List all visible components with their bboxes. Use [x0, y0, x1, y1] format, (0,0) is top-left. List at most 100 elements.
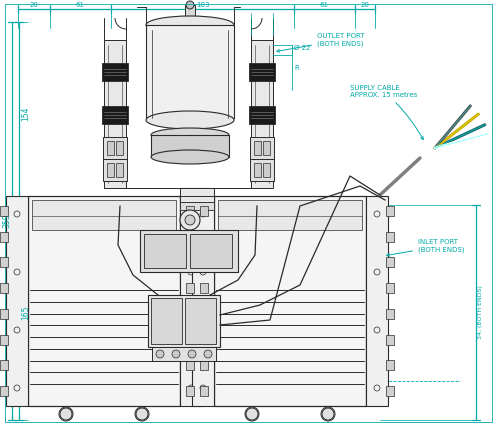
Bar	[200, 386, 208, 396]
Bar	[200, 360, 208, 370]
Bar	[140, 230, 238, 272]
Bar	[254, 141, 261, 155]
Bar	[386, 335, 394, 345]
Bar	[0, 283, 8, 293]
Bar	[185, 5, 195, 17]
Bar	[386, 257, 394, 268]
Circle shape	[322, 408, 334, 420]
Bar	[144, 234, 186, 268]
Bar	[186, 309, 194, 319]
Circle shape	[135, 407, 149, 421]
Bar	[0, 335, 8, 345]
Bar	[151, 298, 182, 344]
Text: OUTLET PORT
(BOTH ENDS): OUTLET PORT (BOTH ENDS)	[277, 33, 364, 52]
Ellipse shape	[146, 16, 234, 34]
Circle shape	[156, 350, 164, 358]
Bar	[200, 257, 208, 268]
Bar	[386, 386, 394, 396]
Circle shape	[245, 407, 259, 421]
Bar	[249, 106, 275, 124]
Circle shape	[172, 350, 180, 358]
Bar	[218, 200, 362, 230]
Bar	[200, 309, 208, 319]
Text: 154: 154	[21, 106, 30, 121]
Bar	[152, 347, 216, 361]
Bar	[263, 141, 270, 155]
Text: 34, (BOTH ENDS): 34, (BOTH ENDS)	[478, 285, 483, 339]
Text: SUPPLY CABLE
APPROX. 15 metres: SUPPLY CABLE APPROX. 15 metres	[350, 85, 423, 140]
Bar	[366, 196, 388, 406]
Bar	[104, 40, 126, 188]
Text: R: R	[294, 65, 299, 71]
Bar	[386, 206, 394, 216]
Text: INLET PORT
(BOTH ENDS): INLET PORT (BOTH ENDS)	[387, 239, 464, 256]
Circle shape	[185, 215, 195, 225]
Bar	[0, 309, 8, 319]
Bar	[386, 309, 394, 319]
Bar	[116, 141, 123, 155]
Bar	[0, 386, 8, 396]
Bar	[386, 232, 394, 242]
Bar	[200, 232, 208, 242]
Bar	[200, 283, 208, 293]
Bar	[186, 335, 194, 345]
Bar	[103, 137, 127, 159]
Circle shape	[180, 210, 200, 230]
Bar	[0, 257, 8, 268]
Text: 183: 183	[196, 2, 209, 8]
Bar	[254, 163, 261, 177]
Circle shape	[59, 407, 73, 421]
Bar	[251, 40, 273, 188]
Bar	[263, 163, 270, 177]
Bar	[186, 360, 194, 370]
Bar	[250, 159, 274, 181]
Bar	[102, 106, 128, 124]
Bar	[192, 196, 214, 406]
Circle shape	[321, 407, 335, 421]
Circle shape	[246, 408, 258, 420]
Bar	[0, 206, 8, 216]
Bar	[107, 163, 114, 177]
Bar	[200, 335, 208, 345]
Bar	[250, 137, 274, 159]
Bar	[0, 232, 8, 242]
Bar	[249, 63, 275, 81]
Text: 61: 61	[76, 2, 85, 8]
Text: 61: 61	[320, 2, 329, 8]
Text: Ø 22: Ø 22	[294, 45, 310, 51]
Bar	[180, 202, 214, 210]
Circle shape	[136, 408, 148, 420]
Ellipse shape	[151, 150, 229, 164]
Bar	[102, 63, 128, 81]
Ellipse shape	[146, 111, 234, 129]
Bar	[186, 257, 194, 268]
Bar	[148, 295, 220, 347]
Circle shape	[186, 1, 194, 9]
Circle shape	[188, 350, 196, 358]
Bar	[151, 135, 229, 157]
Bar	[186, 283, 194, 293]
Bar	[185, 298, 216, 344]
Bar	[116, 163, 123, 177]
Text: 359: 359	[2, 214, 11, 228]
Ellipse shape	[151, 128, 229, 142]
Bar	[386, 360, 394, 370]
Bar	[214, 196, 366, 406]
Bar	[28, 196, 180, 406]
Circle shape	[60, 408, 72, 420]
Text: 20: 20	[360, 2, 370, 8]
Bar	[186, 386, 194, 396]
Bar	[6, 196, 28, 406]
Bar	[0, 360, 8, 370]
Text: 165: 165	[21, 305, 30, 320]
Circle shape	[204, 350, 212, 358]
Bar	[200, 206, 208, 216]
Bar	[186, 206, 194, 216]
Bar	[146, 25, 234, 118]
Bar	[180, 196, 202, 406]
Bar	[186, 232, 194, 242]
Bar	[386, 283, 394, 293]
Bar	[32, 200, 176, 230]
Bar	[190, 234, 232, 268]
Bar	[103, 159, 127, 181]
